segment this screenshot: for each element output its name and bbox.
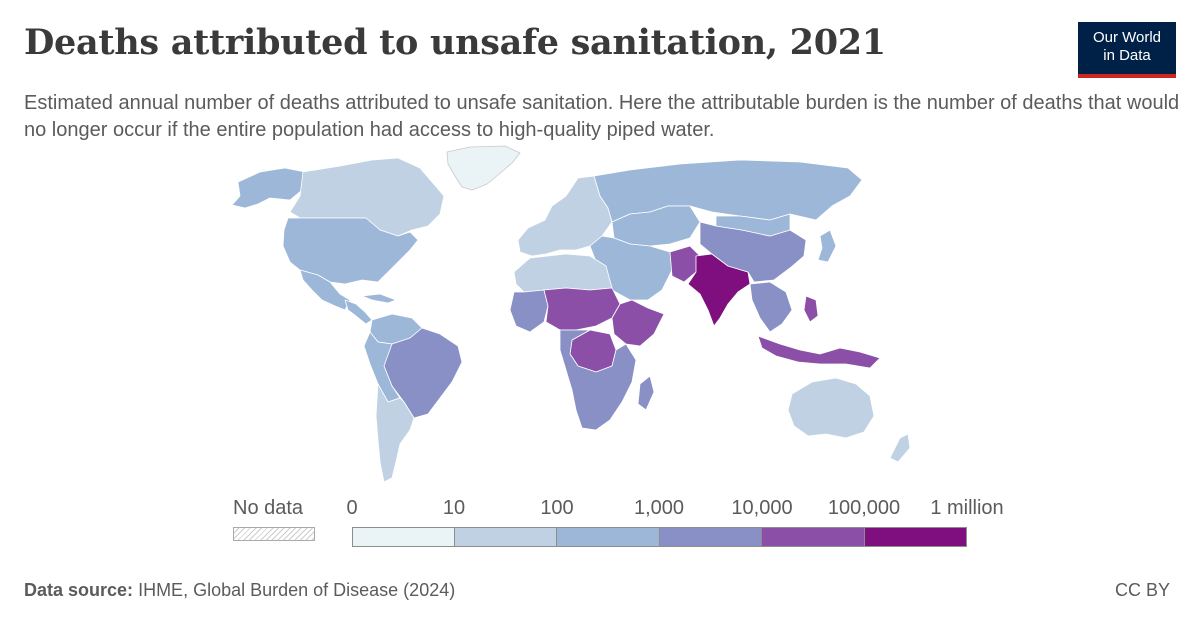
license-text[interactable]: CC BY — [1114, 580, 1170, 600]
logo-line-1: Our World — [1092, 29, 1162, 46]
logo-line-2: in Data — [1103, 47, 1151, 64]
region-philippines[interactable] — [803, 295, 819, 323]
region-new-zealand[interactable] — [889, 433, 911, 463]
region-west-africa[interactable] — [509, 289, 549, 333]
world-map — [231, 145, 911, 483]
logo-accent-bar — [1078, 74, 1176, 78]
chart-subtitle: Estimated annual number of deaths attrib… — [24, 92, 1180, 141]
region-southeast-asia[interactable] — [749, 281, 793, 333]
region-southern-africa[interactable] — [559, 329, 637, 431]
legend-tick-10: 10 — [442, 497, 466, 519]
legend-bin-3[interactable] — [557, 527, 660, 547]
region-horn-of-africa[interactable] — [611, 299, 665, 347]
legend-color-scale — [352, 527, 967, 547]
region-sahel[interactable] — [543, 287, 621, 331]
legend-bin-5[interactable] — [762, 527, 865, 547]
region-madagascar[interactable] — [637, 375, 655, 411]
data-source-label: Data source: — [24, 580, 134, 600]
legend-bin-4[interactable] — [659, 527, 762, 547]
legend-tick-1000: 1,000 — [633, 497, 685, 519]
legend-no-data-swatch[interactable] — [233, 527, 315, 541]
legend-bin-1[interactable] — [352, 527, 455, 547]
region-japan[interactable] — [817, 229, 837, 263]
chart-title: Deaths attributed to unsafe sanitation, … — [24, 22, 886, 63]
map-legend: No data 0 10 100 1,000 10,000 100,000 1 … — [0, 494, 1200, 554]
legend-bin-6[interactable] — [864, 527, 967, 547]
legend-tick-10000: 10,000 — [731, 497, 793, 519]
region-australia[interactable] — [787, 377, 875, 439]
legend-no-data-label: No data — [233, 497, 304, 519]
data-source-text[interactable]: IHME, Global Burden of Disease (2024) — [138, 580, 456, 600]
region-mexico[interactable] — [299, 269, 351, 311]
legend-tick-0: 0 — [346, 497, 358, 519]
region-united-states[interactable] — [282, 217, 419, 285]
legend-tick-100: 100 — [540, 497, 574, 519]
owid-logo[interactable]: Our World in Data — [1078, 22, 1176, 78]
region-argentina-chile[interactable] — [375, 383, 415, 483]
legend-tick-100000: 100,000 — [827, 497, 901, 519]
region-caribbean[interactable] — [361, 293, 397, 304]
legend-tick-1-million: 1 million — [930, 497, 1004, 519]
data-source: Data source: IHME, Global Burden of Dise… — [24, 580, 455, 601]
region-mongolia[interactable] — [715, 213, 791, 237]
region-greenland[interactable] — [446, 145, 521, 191]
region-indonesia[interactable] — [757, 335, 881, 369]
region-central-america[interactable] — [344, 299, 373, 325]
region-alaska[interactable] — [231, 167, 306, 209]
region-russia[interactable] — [593, 159, 863, 223]
legend-bin-2[interactable] — [454, 527, 557, 547]
region-canada[interactable] — [289, 157, 445, 237]
